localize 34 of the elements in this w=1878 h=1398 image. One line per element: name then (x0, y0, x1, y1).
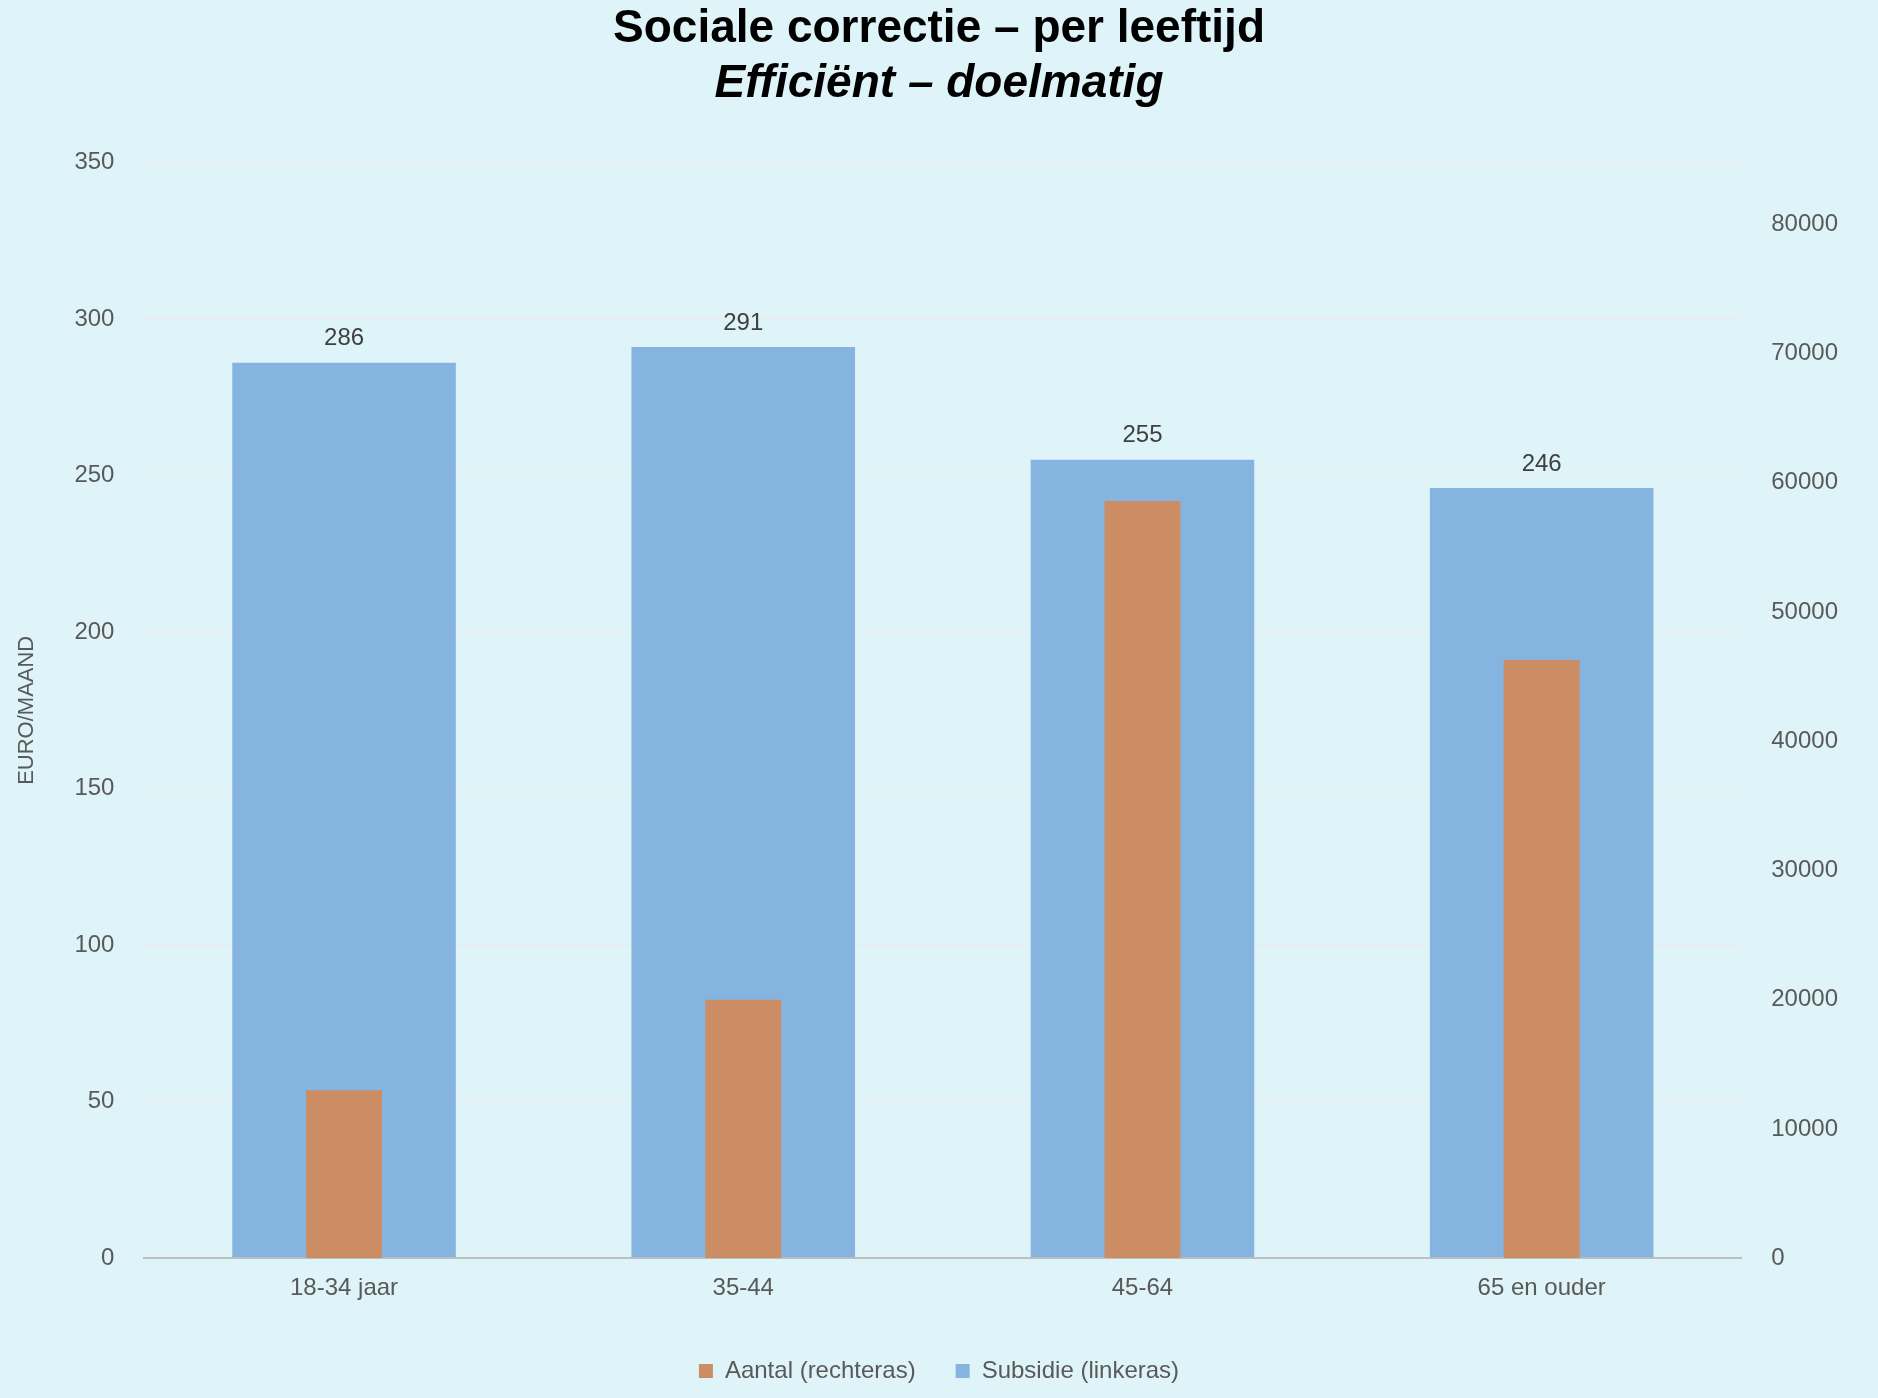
y-tick-label: 250 (74, 460, 115, 488)
y2-tick-label: 60000 (1771, 467, 1839, 495)
x-tick-label: 45-64 (1111, 1273, 1174, 1301)
x-tick-label: 35-44 (712, 1273, 774, 1301)
legend-label: Subsidie (linkeras) (981, 1355, 1180, 1383)
y2-tick-label: 30000 (1771, 855, 1839, 883)
chart-title: Sociale correctie – per leeftijd (613, 0, 1265, 53)
y-axis-title: EURO/MAAND (13, 635, 39, 785)
y2-tick-label: 10000 (1771, 1113, 1839, 1141)
bar (705, 999, 782, 1259)
y2-tick-label: 40000 (1771, 725, 1839, 753)
bar (232, 362, 456, 1258)
y2-tick-label: 70000 (1771, 338, 1839, 366)
x-tick-label: 18-34 jaar (290, 1273, 399, 1301)
y-tick-label: 100 (74, 929, 115, 957)
data-label: 286 (324, 323, 365, 351)
chart-subtitle: Efficiënt – doelmatig (714, 55, 1164, 108)
bar (631, 347, 856, 1258)
data-label: 291 (723, 307, 764, 335)
y2-tick-label: 80000 (1771, 209, 1839, 237)
y2-tick-label: 20000 (1771, 984, 1839, 1012)
y-tick-label: 50 (87, 1086, 115, 1114)
x-tick-label: 65 en ouder (1477, 1273, 1606, 1301)
y-tick-label: 300 (74, 303, 115, 331)
legend-label: Aantal (rechteras) (724, 1355, 916, 1383)
y-tick-label: 350 (74, 147, 115, 175)
data-label: 246 (1521, 448, 1562, 476)
y2-tick-label: 50000 (1771, 596, 1839, 624)
y-tick-label: 200 (74, 616, 115, 644)
y2-tick-label: 0 (1771, 1242, 1785, 1270)
bar (306, 1090, 382, 1259)
y-tick-label: 150 (74, 773, 115, 801)
data-label: 255 (1122, 420, 1163, 448)
y-tick-label: 0 (101, 1242, 115, 1270)
